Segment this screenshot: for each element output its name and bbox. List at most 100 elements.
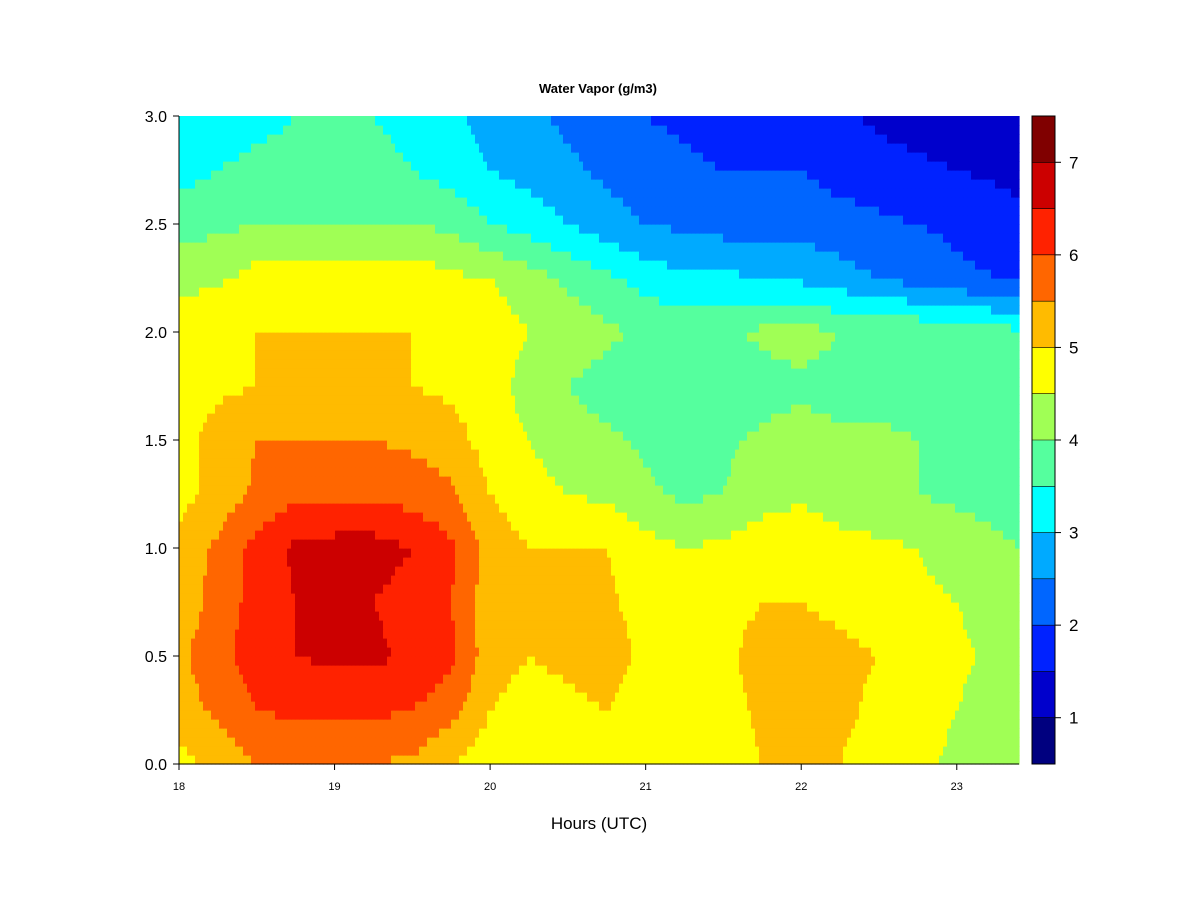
heatmap-cell (543, 665, 548, 675)
heatmap-cell (823, 737, 828, 747)
heatmap-cell (539, 755, 544, 765)
heatmap-cell (983, 620, 988, 630)
heatmap-cell (311, 692, 316, 702)
heatmap-cell (931, 692, 936, 702)
heatmap-cell (283, 719, 288, 729)
heatmap-cell (947, 647, 952, 657)
heatmap-cell (423, 593, 428, 603)
heatmap-cell (703, 719, 708, 729)
heatmap-cell (723, 674, 728, 684)
heatmap-cell (839, 719, 844, 729)
heatmap-cell (531, 638, 536, 648)
heatmap-cell (763, 674, 768, 684)
heatmap-cell (299, 620, 304, 630)
heatmap-cell (563, 620, 568, 630)
heatmap-cell (759, 593, 764, 603)
heatmap-cell (839, 647, 844, 657)
heatmap-cell (407, 737, 412, 747)
heatmap-cell (907, 692, 912, 702)
heatmap-cell (807, 647, 812, 657)
heatmap-cell (875, 656, 880, 666)
heatmap-cell (971, 566, 976, 576)
heatmap-cell (951, 665, 956, 675)
heatmap-cell (535, 566, 540, 576)
heatmap-cell (327, 557, 332, 567)
heatmap-cell (407, 593, 412, 603)
heatmap-cell (543, 755, 548, 765)
heatmap-cell (395, 602, 400, 612)
heatmap-cell (907, 737, 912, 747)
heatmap-cell (423, 692, 428, 702)
heatmap-cell (243, 584, 248, 594)
heatmap-cell (971, 719, 976, 729)
heatmap-cell (771, 674, 776, 684)
heatmap-cell (267, 683, 272, 693)
heatmap-cell (851, 566, 856, 576)
heatmap-cell (659, 611, 664, 621)
heatmap-cell (703, 620, 708, 630)
heatmap-cell (351, 728, 356, 738)
heatmap-cell (651, 719, 656, 729)
heatmap-cell (691, 755, 696, 765)
heatmap-cell (847, 728, 852, 738)
heatmap-cell (979, 602, 984, 612)
heatmap-cell (823, 719, 828, 729)
heatmap-cell (327, 548, 332, 558)
heatmap-cell (871, 692, 876, 702)
heatmap-cell (731, 719, 736, 729)
heatmap-cell (843, 701, 848, 711)
heatmap-cell (1015, 737, 1020, 747)
heatmap-cell (639, 629, 644, 639)
heatmap-cell (295, 692, 300, 702)
heatmap-cell (755, 611, 760, 621)
heatmap-cell (671, 647, 676, 657)
heatmap-cell (363, 638, 368, 648)
heatmap-cell (867, 737, 872, 747)
heatmap-cell (779, 602, 784, 612)
heatmap-cell (935, 728, 940, 738)
heatmap-cell (859, 593, 864, 603)
heatmap-cell (471, 584, 476, 594)
heatmap-cell (735, 674, 740, 684)
heatmap-cell (279, 674, 284, 684)
heatmap-cell (931, 728, 936, 738)
heatmap-cell (855, 593, 860, 603)
heatmap-cell (615, 548, 620, 558)
heatmap-cell (971, 611, 976, 621)
heatmap-cell (599, 584, 604, 594)
heatmap-cell (475, 557, 480, 567)
heatmap-cell (319, 737, 324, 747)
heatmap-cell (731, 710, 736, 720)
heatmap-cell (979, 620, 984, 630)
heatmap-cell (851, 638, 856, 648)
heatmap-cell (1003, 620, 1008, 630)
heatmap-cell (775, 611, 780, 621)
heatmap-cell (351, 737, 356, 747)
heatmap-cell (619, 593, 624, 603)
heatmap-cell (471, 656, 476, 666)
heatmap-cell (915, 719, 920, 729)
heatmap-cell (539, 575, 544, 585)
heatmap-cell (523, 656, 528, 666)
heatmap-cell (363, 755, 368, 765)
heatmap-cell (499, 611, 504, 621)
heatmap-cell (535, 575, 540, 585)
heatmap-cell (455, 728, 460, 738)
heatmap-cell (503, 755, 508, 765)
heatmap-cell (843, 755, 848, 765)
heatmap-cell (671, 548, 676, 558)
heatmap-cell (763, 737, 768, 747)
heatmap-cell (603, 728, 608, 738)
heatmap-cell (979, 701, 984, 711)
heatmap-cell (195, 755, 200, 765)
heatmap-cell (223, 692, 228, 702)
heatmap-cell (651, 620, 656, 630)
heatmap-cell (887, 575, 892, 585)
heatmap-cell (703, 557, 708, 567)
heatmap-cell (1007, 701, 1012, 711)
heatmap-cell (351, 575, 356, 585)
heatmap-cell (255, 647, 260, 657)
heatmap-cell (619, 737, 624, 747)
heatmap-cell (215, 575, 220, 585)
heatmap-cell (295, 683, 300, 693)
